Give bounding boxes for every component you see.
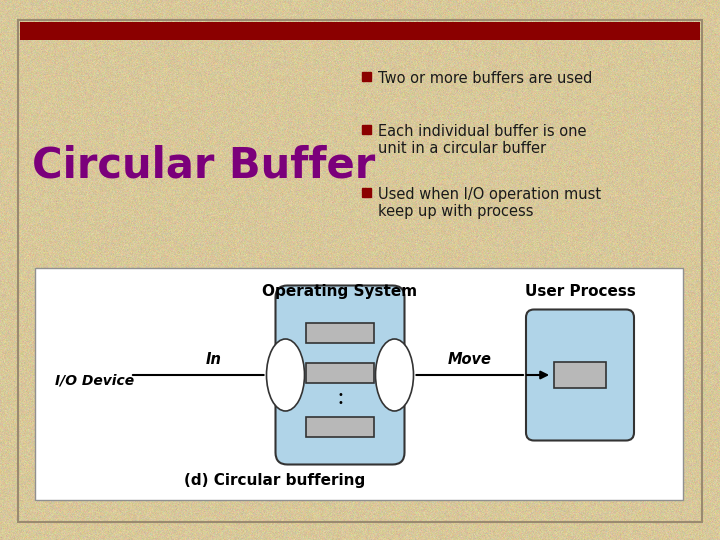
Text: Two or more buffers are used: Two or more buffers are used [378, 71, 593, 86]
Text: •: • [337, 390, 343, 400]
Text: (d) Circular buffering: (d) Circular buffering [184, 473, 365, 488]
FancyBboxPatch shape [276, 286, 405, 464]
Text: In: In [205, 352, 221, 367]
Text: User Process: User Process [525, 284, 636, 299]
FancyBboxPatch shape [526, 309, 634, 441]
Text: Used when I/O operation must
keep up with process: Used when I/O operation must keep up wit… [378, 187, 601, 219]
Bar [362, 188, 371, 197]
Text: •: • [337, 398, 343, 408]
Text: Circular Buffer: Circular Buffer [32, 144, 375, 186]
Ellipse shape [376, 339, 413, 411]
Bar [306, 363, 374, 383]
Text: Operating System: Operating System [262, 284, 418, 299]
Text: Each individual buffer is one
unit in a circular buffer: Each individual buffer is one unit in a … [378, 124, 587, 157]
Text: Move: Move [448, 352, 492, 367]
Text: I/O Device: I/O Device [55, 373, 134, 387]
Bar [20, 22, 700, 40]
Bar [362, 72, 371, 81]
Bar [362, 125, 371, 134]
Bar [35, 268, 683, 500]
Bar [306, 417, 374, 437]
Bar [306, 323, 374, 343]
Ellipse shape [266, 339, 305, 411]
Bar [554, 362, 606, 388]
